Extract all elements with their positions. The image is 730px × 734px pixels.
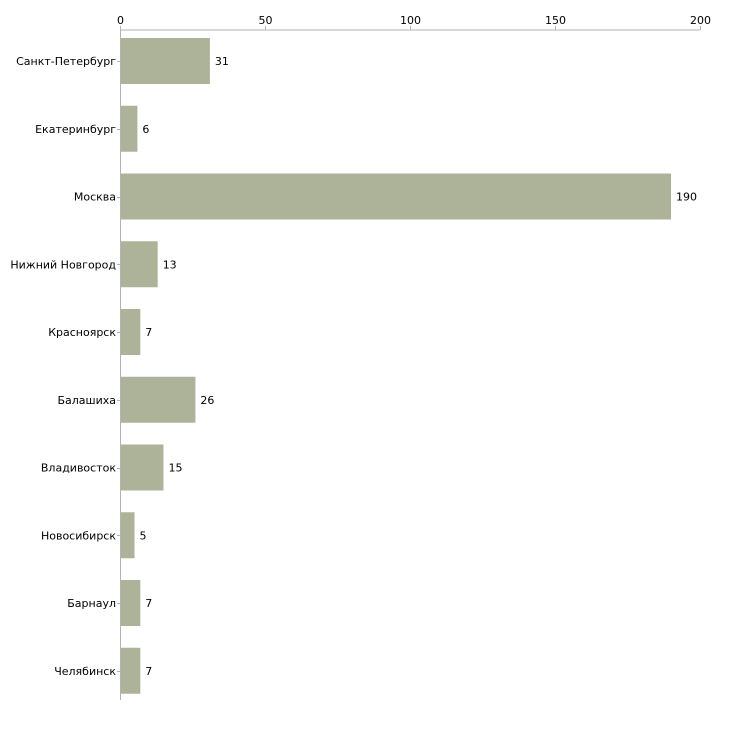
data-label: 6 bbox=[142, 123, 149, 136]
bar bbox=[121, 444, 164, 491]
y-tick-label: Нижний Новгород bbox=[10, 258, 116, 271]
bar bbox=[121, 105, 138, 152]
data-label: 190 bbox=[676, 191, 697, 204]
data-label: 5 bbox=[140, 529, 147, 542]
data-label: 7 bbox=[145, 665, 152, 678]
value-labels-group: 31 6 190 13 7 26 15 5 7 7 bbox=[140, 55, 698, 678]
bar bbox=[121, 309, 141, 355]
bar bbox=[121, 580, 141, 626]
y-tick-label: Барнаул bbox=[67, 597, 116, 610]
y-tick-label: Красноярск bbox=[48, 326, 116, 339]
y-tick-label: Санкт-Петербург bbox=[16, 55, 116, 68]
bar bbox=[121, 241, 158, 288]
x-tick-label: 50 bbox=[259, 14, 273, 27]
y-tick-label: Новосибирск bbox=[41, 529, 116, 542]
bars-group bbox=[121, 38, 671, 694]
x-tick-label: 0 bbox=[117, 14, 124, 27]
y-tick-label: Балашиха bbox=[57, 394, 116, 407]
data-label: 31 bbox=[215, 55, 229, 68]
y-axis: Санкт-Петербург Екатеринбург Москва Нижний … bbox=[10, 28, 121, 700]
data-label: 7 bbox=[145, 326, 152, 339]
bar bbox=[121, 512, 135, 559]
x-tick-label: 100 bbox=[400, 14, 421, 27]
bar bbox=[121, 376, 196, 423]
data-label: 26 bbox=[200, 394, 214, 407]
y-tick-label: Владивосток bbox=[41, 462, 116, 475]
data-label: 7 bbox=[145, 597, 152, 610]
bar bbox=[121, 38, 210, 84]
x-tick-label: 150 bbox=[545, 14, 566, 27]
y-tick-label: Челябинск bbox=[54, 665, 116, 678]
bar bbox=[121, 173, 671, 220]
data-label: 15 bbox=[169, 462, 183, 475]
y-tick-label: Екатеринбург bbox=[35, 123, 116, 136]
data-label: 13 bbox=[163, 258, 177, 271]
bar bbox=[121, 647, 141, 694]
x-tick-label: 200 bbox=[690, 14, 711, 27]
y-tick-label: Москва bbox=[74, 191, 116, 204]
x-axis: 0 50 100 150 200 bbox=[117, 14, 711, 31]
